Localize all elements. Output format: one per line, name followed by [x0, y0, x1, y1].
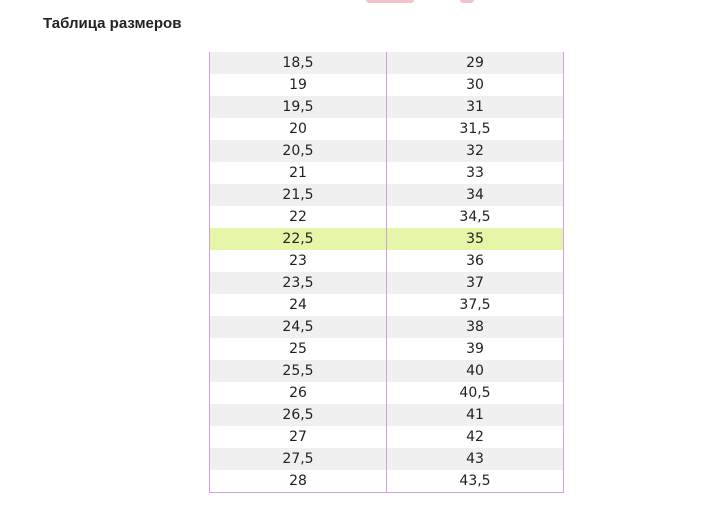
table-cell-size-a: 20 — [209, 118, 387, 140]
table-row: 23,5 37 — [209, 272, 564, 294]
table-cell-size-b: 43 — [386, 448, 564, 470]
table-row: 25 39 — [209, 338, 564, 360]
table-cell-size-b: 34,5 — [386, 206, 564, 228]
table-cell-size-b: 37,5 — [386, 294, 564, 316]
table-cell-size-b: 37 — [386, 272, 564, 294]
table-cell-size-b: 40 — [386, 360, 564, 382]
table-row: 25,5 40 — [209, 360, 564, 382]
table-cell-size-b: 35 — [386, 228, 564, 250]
table-cell-size-a: 24 — [209, 294, 387, 316]
table-row: 19,5 31 — [209, 96, 564, 118]
table-cell-size-a: 25 — [209, 338, 387, 360]
decorative-banner-fragment — [366, 0, 414, 3]
table-cell-size-b: 36 — [386, 250, 564, 272]
table-cell-size-b: 42 — [386, 426, 564, 448]
table-cell-size-a: 19,5 — [209, 96, 387, 118]
table-cell-size-b: 41 — [386, 404, 564, 426]
table-cell-size-a: 24,5 — [209, 316, 387, 338]
table-row-highlighted: 22,5 35 — [209, 228, 564, 250]
table-cell-size-b: 40,5 — [386, 382, 564, 404]
table-cell-size-a: 22,5 — [209, 228, 387, 250]
table-cell-size-b: 29 — [386, 52, 564, 74]
size-chart-table: 18,5 29 19 30 19,5 31 20 31,5 20,5 32 21 33 21,5 34 22… — [209, 52, 564, 493]
decorative-banner-fragment — [460, 0, 474, 3]
table-cell-size-a: 28 — [209, 470, 387, 493]
table-row: 18,5 29 — [209, 52, 564, 74]
table-row: 26 40,5 — [209, 382, 564, 404]
table-row: 21 33 — [209, 162, 564, 184]
table-cell-size-a: 27 — [209, 426, 387, 448]
table-cell-size-b: 30 — [386, 74, 564, 96]
table-row: 19 30 — [209, 74, 564, 96]
table-row: 27 42 — [209, 426, 564, 448]
table-row: 24 37,5 — [209, 294, 564, 316]
table-cell-size-b: 39 — [386, 338, 564, 360]
table-cell-size-b: 38 — [386, 316, 564, 338]
table-cell-size-a: 23 — [209, 250, 387, 272]
table-cell-size-a: 21,5 — [209, 184, 387, 206]
table-cell-size-b: 43,5 — [386, 470, 564, 493]
table-cell-size-a: 26,5 — [209, 404, 387, 426]
table-cell-size-a: 18,5 — [209, 52, 387, 74]
table-cell-size-a: 23,5 — [209, 272, 387, 294]
table-row: 23 36 — [209, 250, 564, 272]
table-row: 26,5 41 — [209, 404, 564, 426]
table-cell-size-a: 22 — [209, 206, 387, 228]
table-cell-size-a: 25,5 — [209, 360, 387, 382]
table-cell-size-b: 31 — [386, 96, 564, 118]
table-cell-size-a: 20,5 — [209, 140, 387, 162]
table-cell-size-b: 31,5 — [386, 118, 564, 140]
table-row: 24,5 38 — [209, 316, 564, 338]
table-cell-size-b: 32 — [386, 140, 564, 162]
table-row: 21,5 34 — [209, 184, 564, 206]
table-cell-size-b: 33 — [386, 162, 564, 184]
size-chart-body: 18,5 29 19 30 19,5 31 20 31,5 20,5 32 21 33 21,5 34 22… — [209, 52, 564, 493]
table-row: 20,5 32 — [209, 140, 564, 162]
table-row: 22 34,5 — [209, 206, 564, 228]
table-row: 27,5 43 — [209, 448, 564, 470]
table-cell-size-a: 21 — [209, 162, 387, 184]
table-cell-size-a: 26 — [209, 382, 387, 404]
table-row: 28 43,5 — [209, 470, 564, 493]
table-cell-size-a: 27,5 — [209, 448, 387, 470]
table-cell-size-a: 19 — [209, 74, 387, 96]
table-cell-size-b: 34 — [386, 184, 564, 206]
table-row: 20 31,5 — [209, 118, 564, 140]
page-title: Таблица размеров — [43, 15, 182, 32]
